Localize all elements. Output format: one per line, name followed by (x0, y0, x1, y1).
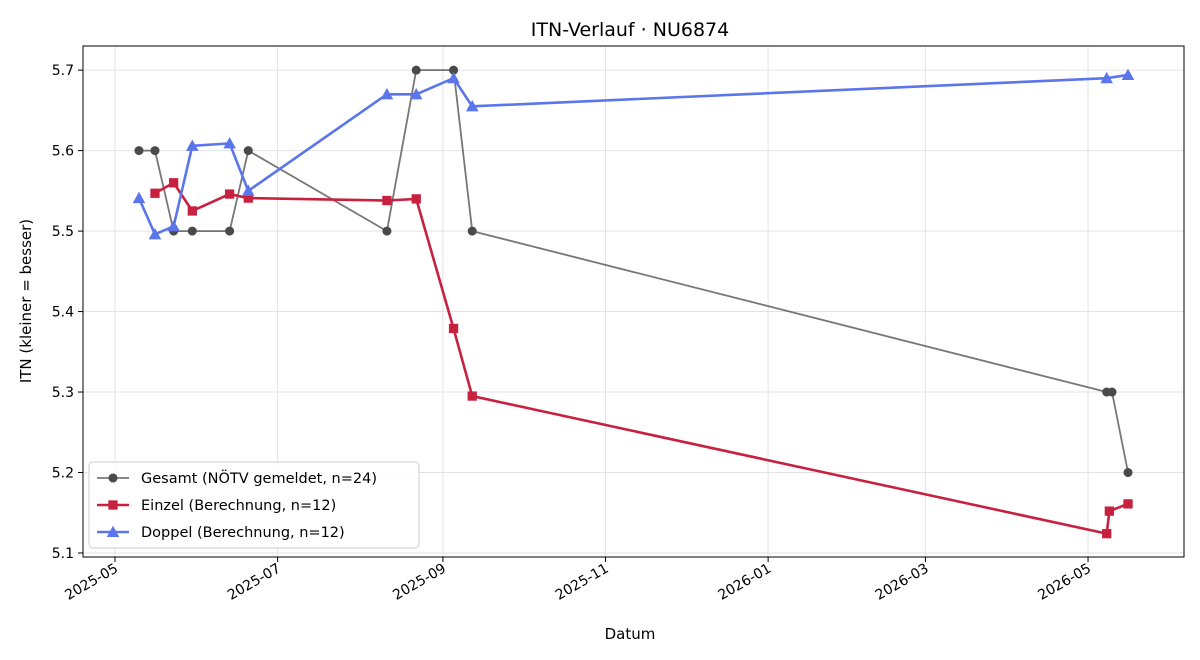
data-point-gesamt (1107, 387, 1117, 397)
data-point-doppel (132, 191, 146, 204)
data-point-doppel (1100, 71, 1113, 84)
data-point-gesamt (150, 146, 160, 156)
y-tick-label: 5.7 (52, 63, 74, 79)
y-tick-label: 5.6 (52, 144, 74, 160)
data-point-einzel (467, 391, 477, 401)
data-point-doppel (148, 228, 162, 240)
data-point-doppel (223, 137, 236, 149)
y-tick-label: 5.4 (52, 305, 74, 321)
data-point-einzel (243, 193, 253, 203)
legend-item-einzel: Einzel (Berechnung, n=12) (97, 498, 336, 514)
legend-label: Einzel (Berechnung, n=12) (141, 498, 336, 514)
x-axis-title: Datum (605, 625, 656, 643)
data-point-einzel (168, 178, 179, 188)
data-point-doppel (447, 71, 460, 84)
legend-box (88, 461, 420, 549)
data-point-einzel (224, 189, 235, 199)
legend-label: Gesamt (NÖTV gemeldet, n=24) (141, 469, 377, 487)
data-point-einzel (1102, 529, 1112, 539)
data-point-einzel (382, 195, 392, 206)
y-axis-title: ITN (kleiner = besser) (17, 219, 35, 383)
data-point-gesamt (449, 65, 459, 75)
data-point-doppel (186, 139, 199, 151)
data-point-einzel (1123, 499, 1133, 509)
y-tick-label: 5.1 (52, 546, 74, 562)
data-point-gesamt (382, 226, 392, 236)
data-point-einzel (411, 194, 421, 204)
data-point-gesamt (225, 226, 235, 236)
data-point-doppel (241, 184, 255, 196)
data-point-gesamt (1123, 467, 1133, 478)
series-layer (132, 65, 1135, 539)
legend: Gesamt (NÖTV gemeldet, n=24) Einzel (Bere… (88, 461, 420, 549)
data-point-gesamt (243, 146, 253, 156)
legend-label: Doppel (Berechnung, n=12) (141, 525, 345, 541)
y-tick-label: 5.3 (52, 385, 74, 401)
data-point-gesamt (467, 226, 477, 236)
data-point-gesamt (187, 226, 197, 236)
chart-title: ITN-Verlauf · NU6874 (531, 19, 729, 41)
y-tick-label: 5.2 (52, 466, 74, 482)
data-point-doppel (409, 87, 423, 100)
data-point-gesamt (411, 65, 421, 75)
legend-item-gesamt: Gesamt (NÖTV gemeldet, n=24) (97, 469, 377, 487)
data-point-einzel (150, 188, 160, 198)
data-point-doppel (167, 219, 180, 232)
data-point-doppel (1121, 68, 1135, 81)
legend-swatch-marker (108, 473, 118, 483)
legend-swatch-marker (108, 500, 118, 510)
series-doppel (132, 68, 1135, 240)
y-tick-label: 5.5 (52, 224, 74, 240)
legend-item-doppel: Doppel (Berechnung, n=12) (97, 525, 345, 541)
data-point-einzel (187, 206, 197, 216)
data-point-doppel (465, 100, 479, 112)
data-point-einzel (1104, 506, 1115, 516)
grid-layer (83, 46, 1184, 557)
plot-frame (82, 45, 1185, 558)
legend-swatch-marker (106, 525, 120, 538)
data-point-doppel (380, 87, 394, 100)
data-point-einzel (448, 323, 459, 334)
series-einzel (150, 178, 1133, 539)
data-point-gesamt (134, 146, 144, 156)
